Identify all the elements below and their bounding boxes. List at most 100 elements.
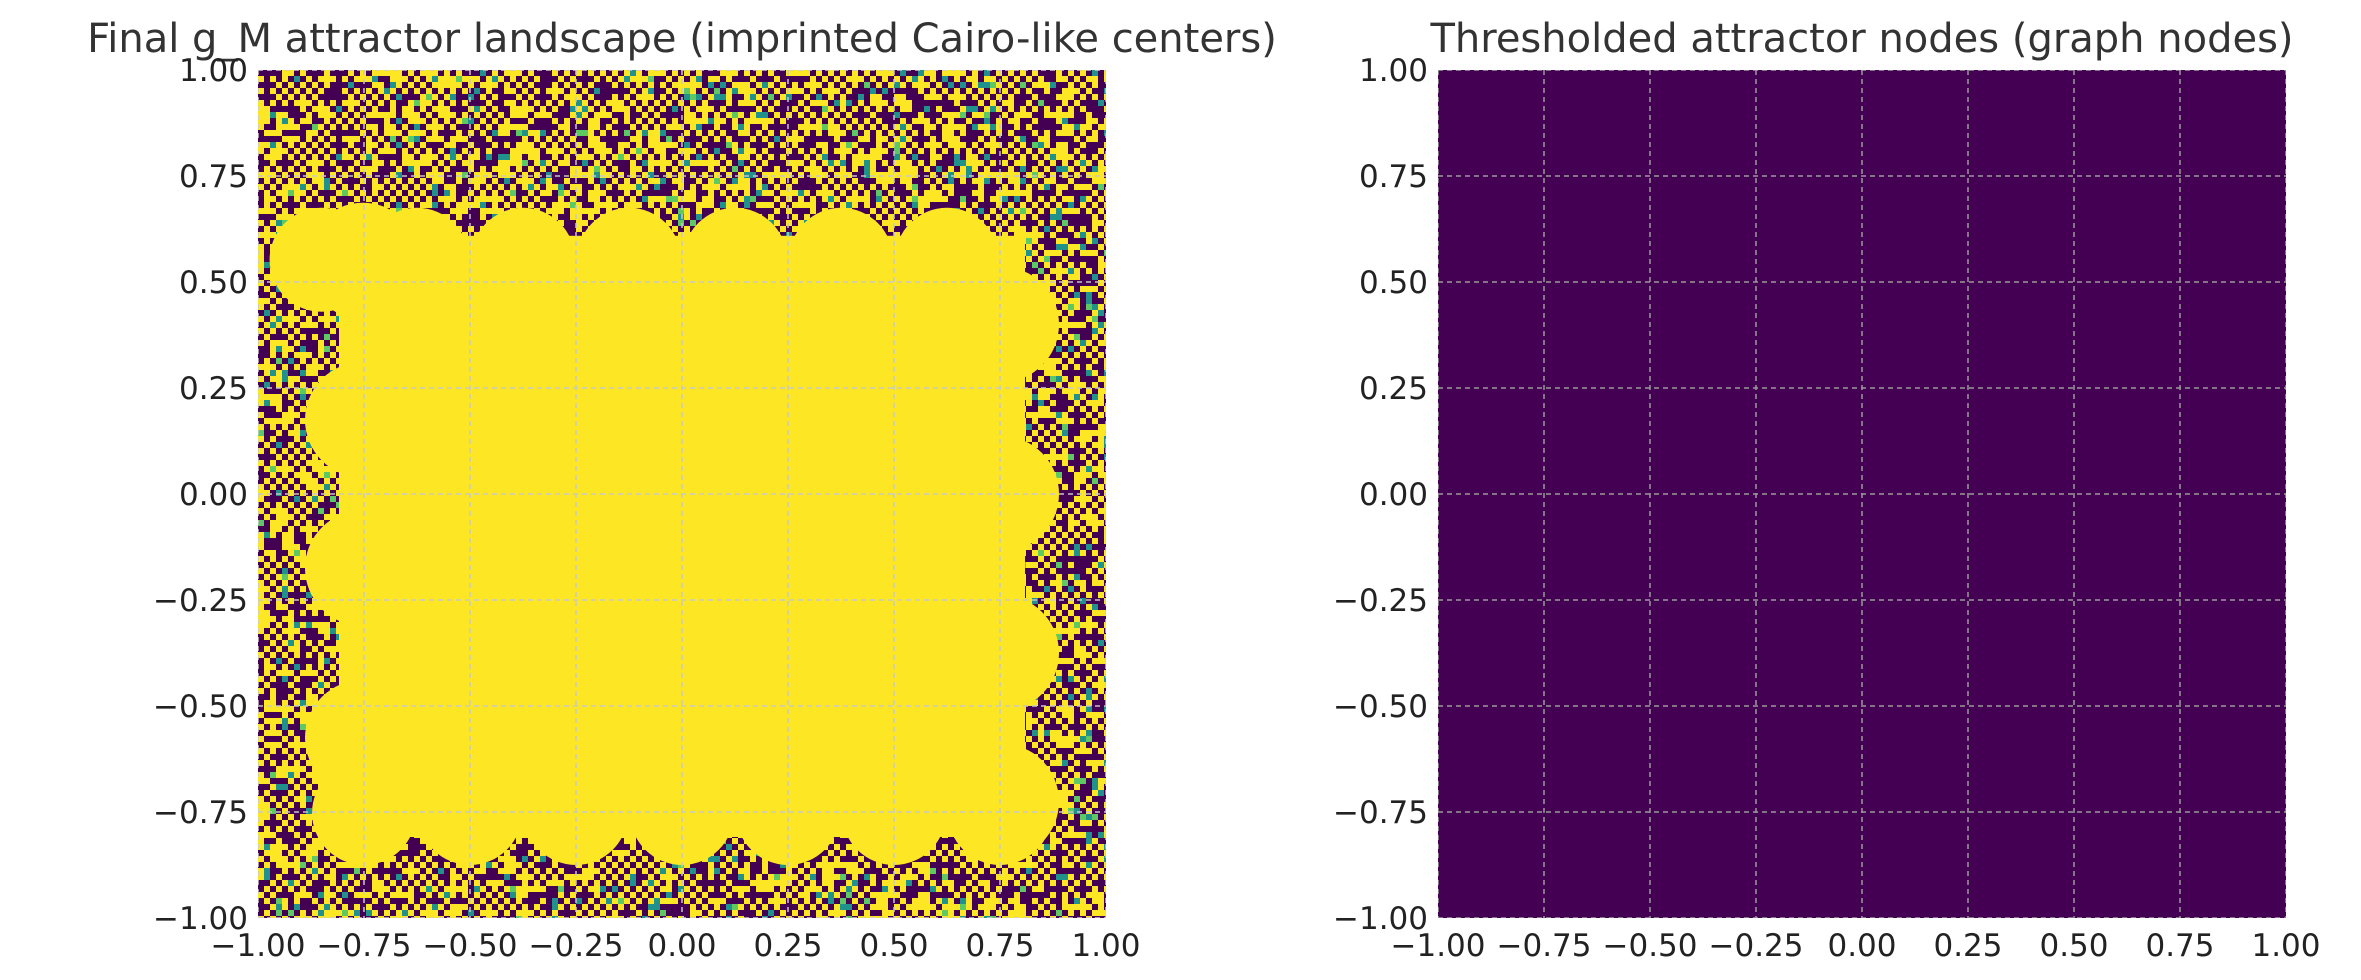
noise-cell [546,94,552,100]
noise-cell [840,70,846,76]
noise-cell [846,124,852,130]
noise-cell [396,184,402,190]
noise-cell [390,190,396,196]
noise-cell [984,136,990,142]
noise-cell [720,154,726,160]
noise-cell [768,94,774,100]
noise-cell [1062,250,1068,256]
noise-cell [300,100,306,106]
noise-cell [846,88,852,94]
noise-cell [540,196,546,202]
noise-cell [504,124,510,130]
noise-cell [378,172,384,178]
noise-cell [408,184,414,190]
noise-cell [1074,172,1080,178]
noise-cell [678,70,684,76]
noise-cell [264,112,270,118]
noise-cell [360,196,366,202]
noise-cell [594,166,600,172]
noise-cell [816,178,822,184]
noise-cell [948,112,954,118]
noise-cell [852,106,858,112]
noise-cell [804,178,810,184]
noise-cell [354,130,360,136]
noise-cell [426,130,432,136]
noise-cell [648,148,654,154]
noise-cell [510,136,516,142]
noise-cell [264,136,270,142]
noise-cell [948,154,954,160]
noise-cell [978,172,984,178]
noise-cell [936,166,942,172]
noise-cell [786,148,792,154]
noise-cell [396,178,402,184]
noise-cell [294,172,300,178]
noise-cell [270,226,276,232]
noise-cell [384,154,390,160]
noise-cell [432,106,438,112]
noise-cell [264,250,270,256]
noise-cell [486,130,492,136]
noise-cell [570,184,576,190]
noise-cell [906,76,912,82]
noise-cell [834,166,840,172]
noise-cell [732,148,738,154]
noise-cell [456,136,462,142]
noise-cell [624,184,630,190]
noise-cell [768,214,774,220]
noise-cell [438,94,444,100]
noise-cell [1044,124,1050,130]
noise-cell [588,154,594,160]
noise-cell [876,220,882,226]
noise-cell [576,166,582,172]
noise-cell [258,178,264,184]
noise-cell [996,232,1002,238]
noise-cell [954,154,960,160]
noise-cell [348,142,354,148]
noise-cell [570,190,576,196]
noise-cell [840,148,846,154]
noise-cell [486,94,492,100]
noise-cell [804,142,810,148]
noise-cell [582,136,588,142]
noise-cell [570,232,576,238]
noise-cell [834,118,840,124]
noise-cell [828,190,834,196]
noise-cell [408,70,414,76]
noise-cell [804,202,810,208]
noise-cell [870,94,876,100]
noise-cell [888,130,894,136]
noise-cell [852,190,858,196]
noise-cell [420,124,426,130]
noise-cell [480,124,486,130]
noise-cell [942,94,948,100]
noise-cell [438,190,444,196]
noise-cell [1056,94,1062,100]
noise-cell [660,190,666,196]
noise-cell [828,76,834,82]
noise-cell [708,94,714,100]
noise-cell [1020,100,1026,106]
noise-cell [444,142,450,148]
noise-cell [846,196,852,202]
noise-cell [330,172,336,178]
noise-cell [978,190,984,196]
noise-cell [654,148,660,154]
noise-cell [354,136,360,142]
noise-cell [1074,220,1080,226]
noise-cell [1002,196,1008,202]
noise-cell [384,184,390,190]
noise-cell [660,160,666,166]
noise-cell [552,166,558,172]
noise-cell [456,226,462,232]
noise-cell [318,136,324,142]
noise-cell [756,208,762,214]
noise-cell [288,112,294,118]
noise-cell [444,190,450,196]
noise-cell [522,82,528,88]
noise-cell [348,76,354,82]
noise-cell [336,166,342,172]
noise-cell [318,112,324,118]
noise-cell [1038,142,1044,148]
noise-cell [318,160,324,166]
